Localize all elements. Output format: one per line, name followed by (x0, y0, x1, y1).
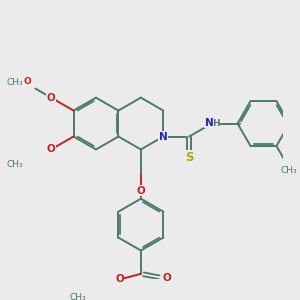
Text: O: O (24, 77, 32, 86)
Text: O: O (136, 186, 145, 196)
Text: O: O (47, 93, 56, 103)
Text: CH₃: CH₃ (7, 78, 23, 87)
Text: H: H (213, 119, 220, 128)
Text: CH₃: CH₃ (70, 293, 86, 300)
Text: O: O (115, 274, 124, 284)
Text: O: O (47, 145, 56, 154)
Text: N: N (159, 131, 168, 142)
Text: CH₃: CH₃ (280, 166, 297, 175)
Text: O: O (163, 273, 172, 283)
Text: S: S (185, 151, 194, 164)
Text: N: N (205, 118, 213, 128)
Text: CH₃: CH₃ (7, 160, 23, 169)
